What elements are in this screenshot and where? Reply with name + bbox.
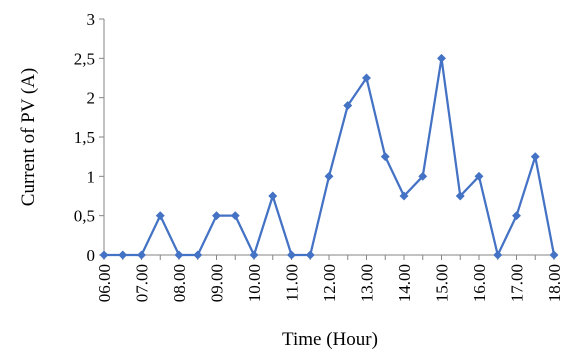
x-tick-label: 06.00 xyxy=(95,264,114,302)
data-point xyxy=(211,211,222,221)
x-tick-label: 07.00 xyxy=(133,264,152,302)
y-axis-title: Current of PV (A) xyxy=(18,68,39,206)
data-point xyxy=(493,250,503,260)
data-point xyxy=(155,211,165,221)
data-point xyxy=(230,211,240,221)
x-tick-label: 08.00 xyxy=(170,264,189,302)
y-tick-label: 1 xyxy=(87,167,96,186)
data-point xyxy=(380,152,390,162)
data-point xyxy=(136,250,147,260)
x-tick-label: 17.00 xyxy=(508,264,527,302)
y-tick-label: 2,5 xyxy=(74,49,95,68)
data-point xyxy=(249,250,259,260)
data-point xyxy=(455,191,465,201)
data-point xyxy=(305,250,315,260)
y-tick-label: 3 xyxy=(87,10,96,29)
data-point xyxy=(118,250,128,260)
data-point xyxy=(174,250,184,260)
data-point xyxy=(268,191,278,201)
data-point xyxy=(361,73,372,83)
data-point xyxy=(343,100,353,111)
data-point xyxy=(286,250,297,260)
data-point xyxy=(399,191,409,201)
y-axis: 0 0,5 1 1,5 2 2,5 3 xyxy=(74,10,105,265)
series-line-path xyxy=(104,57,556,257)
x-tick-label: 10.00 xyxy=(245,264,264,302)
x-tick-label: 16.00 xyxy=(470,264,489,302)
data-point xyxy=(511,211,522,221)
y-tick-label: 0,5 xyxy=(74,207,95,226)
x-axis-title: Time (Hour) xyxy=(282,329,378,350)
x-tick-label: 14.00 xyxy=(395,264,414,302)
data-point xyxy=(324,171,334,181)
data-point xyxy=(436,53,447,63)
data-point xyxy=(530,152,540,162)
data-point xyxy=(549,250,559,260)
x-tick-label: 18.00 xyxy=(545,264,561,302)
data-point xyxy=(99,250,109,260)
x-tick-label: 09.00 xyxy=(208,264,227,302)
y-tick-label: 1,5 xyxy=(74,128,95,147)
y-tick-label: 0 xyxy=(87,246,96,265)
data-point xyxy=(193,250,203,260)
series-markers xyxy=(99,53,559,260)
x-tick-label: 15.00 xyxy=(433,264,452,302)
data-point xyxy=(418,171,428,181)
x-tick-label: 13.00 xyxy=(358,264,377,302)
x-axis: 06.00 07.00 08.00 09.00 10.00 11.00 12.00 13.00… xyxy=(95,254,561,302)
series-line xyxy=(104,57,556,257)
y-tick-label: 2 xyxy=(87,89,96,108)
data-point xyxy=(474,171,484,181)
x-tick-label: 12.00 xyxy=(320,264,339,302)
x-tick-label: 11.00 xyxy=(283,264,302,302)
